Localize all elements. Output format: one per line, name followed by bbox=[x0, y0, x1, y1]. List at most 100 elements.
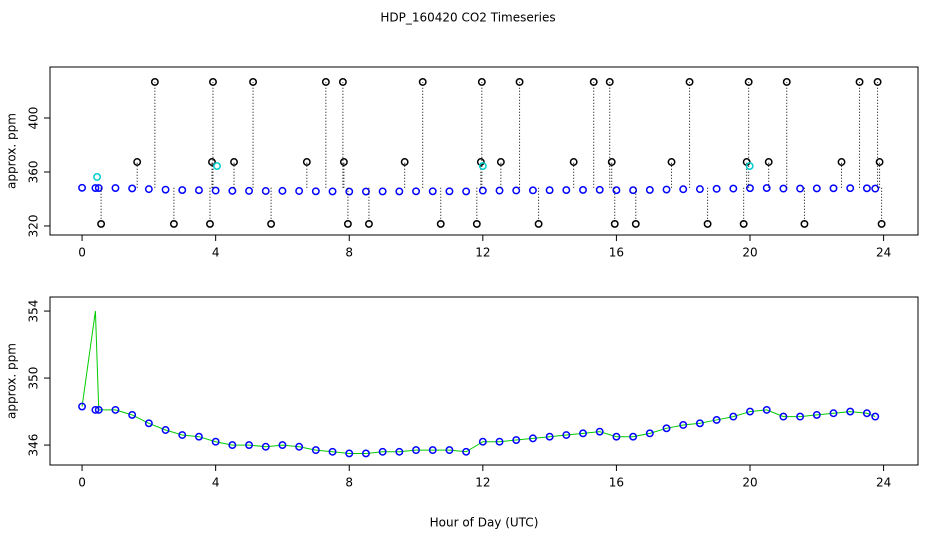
data-point bbox=[436, 219, 445, 228]
data-point bbox=[206, 219, 214, 228]
data-point bbox=[91, 184, 100, 192]
data-point bbox=[695, 419, 704, 428]
x-tick-label: 20 bbox=[742, 476, 757, 490]
x-tick-label: 0 bbox=[78, 476, 86, 490]
data-point bbox=[195, 186, 203, 195]
data-point bbox=[128, 410, 137, 419]
data-point bbox=[228, 186, 237, 195]
data-point bbox=[78, 183, 87, 192]
data-point bbox=[345, 187, 354, 196]
data-point bbox=[645, 429, 654, 438]
data-point bbox=[261, 187, 270, 195]
data-point bbox=[395, 187, 404, 196]
data-point bbox=[338, 78, 347, 86]
data-point bbox=[729, 184, 738, 193]
data-point bbox=[779, 412, 788, 421]
data-point bbox=[418, 78, 427, 86]
data-point bbox=[128, 184, 137, 193]
data-point bbox=[302, 158, 311, 166]
data-point bbox=[477, 78, 486, 86]
data-point bbox=[150, 78, 159, 86]
x-tick-label: 16 bbox=[609, 476, 624, 490]
data-point bbox=[595, 427, 604, 436]
data-point bbox=[245, 186, 253, 195]
y-axis-label: approx. ppm bbox=[5, 113, 19, 189]
data-point bbox=[311, 187, 320, 196]
data-point bbox=[208, 158, 216, 166]
data-point bbox=[512, 186, 521, 195]
data-point bbox=[364, 219, 373, 228]
data-point bbox=[161, 426, 170, 434]
data-point bbox=[261, 442, 270, 451]
data-point bbox=[595, 185, 604, 194]
data-point bbox=[267, 219, 276, 228]
x-tick-label: 16 bbox=[609, 246, 624, 260]
data-point bbox=[78, 402, 87, 411]
data-point bbox=[462, 447, 471, 456]
data-point bbox=[111, 405, 120, 414]
data-point bbox=[295, 187, 304, 195]
data-point bbox=[169, 219, 178, 228]
data-point bbox=[495, 437, 504, 446]
data-point bbox=[97, 219, 106, 228]
data-point bbox=[400, 158, 409, 166]
data-point bbox=[496, 158, 505, 166]
data-point bbox=[662, 424, 671, 433]
x-tick-label: 12 bbox=[475, 476, 490, 490]
data-point bbox=[476, 158, 485, 166]
data-point bbox=[612, 186, 621, 195]
data-point bbox=[873, 78, 882, 86]
data-point bbox=[93, 173, 102, 181]
data-point bbox=[515, 78, 524, 86]
data-point bbox=[569, 158, 578, 166]
data-point bbox=[871, 412, 880, 421]
data-point bbox=[764, 158, 773, 166]
data-point bbox=[745, 162, 754, 170]
data-point bbox=[178, 431, 187, 439]
data-point bbox=[133, 158, 142, 166]
data-point bbox=[361, 449, 370, 458]
data-point bbox=[862, 409, 871, 418]
data-point bbox=[339, 158, 348, 166]
data-point bbox=[378, 187, 387, 196]
data-point bbox=[762, 405, 771, 414]
data-point bbox=[875, 158, 884, 166]
data-point bbox=[528, 186, 537, 195]
data-point bbox=[412, 446, 420, 455]
data-point bbox=[528, 434, 537, 443]
data-point bbox=[178, 186, 187, 195]
data-point bbox=[631, 219, 640, 228]
plot-frame bbox=[49, 296, 919, 466]
data-point bbox=[796, 412, 805, 421]
data-point bbox=[428, 187, 437, 196]
data-point bbox=[445, 187, 454, 196]
data-point bbox=[412, 187, 420, 196]
data-point bbox=[562, 431, 571, 439]
data-point bbox=[846, 184, 855, 193]
data-point bbox=[161, 185, 170, 194]
data-point bbox=[679, 185, 688, 194]
data-point bbox=[94, 184, 103, 192]
data-point bbox=[361, 187, 370, 196]
plot-frame bbox=[49, 66, 919, 236]
data-point bbox=[472, 219, 481, 228]
data-point bbox=[545, 186, 554, 195]
data-point bbox=[343, 219, 352, 228]
data-point bbox=[877, 219, 886, 228]
data-point bbox=[662, 185, 671, 194]
data-point bbox=[495, 186, 504, 195]
x-tick-label: 8 bbox=[345, 246, 353, 260]
data-point bbox=[579, 429, 587, 438]
data-point bbox=[230, 158, 238, 166]
data-point bbox=[829, 184, 838, 193]
data-point bbox=[144, 419, 153, 428]
y-tick-label: 360 bbox=[27, 161, 41, 184]
data-point bbox=[478, 186, 487, 195]
data-point bbox=[746, 407, 754, 416]
y-tick-label: 320 bbox=[27, 215, 41, 238]
data-point bbox=[249, 78, 258, 86]
data-point bbox=[645, 185, 654, 194]
data-point bbox=[534, 219, 543, 228]
